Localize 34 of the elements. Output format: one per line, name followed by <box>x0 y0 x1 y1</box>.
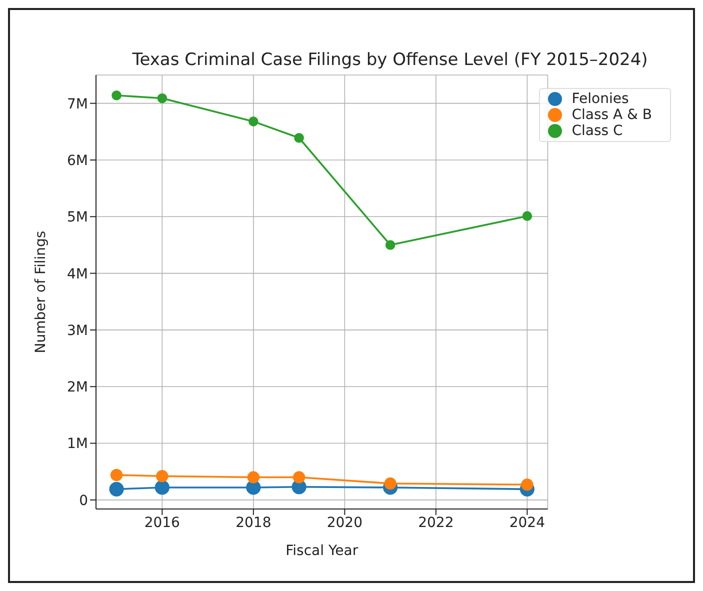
point <box>294 132 304 143</box>
y-tick-label: 0 <box>79 492 88 509</box>
x-tick-label: 2020 <box>326 514 362 531</box>
point <box>110 468 123 482</box>
legend-label: Class C <box>572 123 623 139</box>
x-tick-label: 2018 <box>236 514 272 531</box>
point <box>112 90 122 100</box>
point <box>384 477 396 490</box>
x-axis-title: Fiscal Year <box>286 543 358 559</box>
point <box>292 471 306 484</box>
legend-label: Felonies <box>572 91 629 107</box>
point <box>156 470 168 482</box>
chart-title: Texas Criminal Case Filings by Offense Level (FY 2015–2024) <box>131 50 649 70</box>
point <box>521 478 534 491</box>
legend-label: Class A & B <box>572 107 652 123</box>
point <box>109 482 124 496</box>
y-tick-label: 6M <box>67 152 88 169</box>
point <box>154 480 170 495</box>
x-tick-label: 2016 <box>144 514 180 531</box>
y-axis-title: Number of Filings <box>32 230 49 354</box>
point <box>157 93 168 104</box>
y-tick-label: 3M <box>67 322 88 339</box>
y-tick-label: 2M <box>67 380 88 396</box>
point <box>522 211 532 221</box>
y-tick-label: 4M <box>67 266 88 282</box>
x-tick-label: 2022 <box>418 514 454 531</box>
x-tick-label: 2024 <box>509 514 546 531</box>
y-tick-label: 5M <box>67 210 88 226</box>
y-tick-label: 7M <box>67 96 88 112</box>
point <box>385 240 396 250</box>
point <box>246 480 261 495</box>
y-tick-label: 1M <box>67 436 88 452</box>
point <box>247 471 260 484</box>
point <box>248 116 258 126</box>
